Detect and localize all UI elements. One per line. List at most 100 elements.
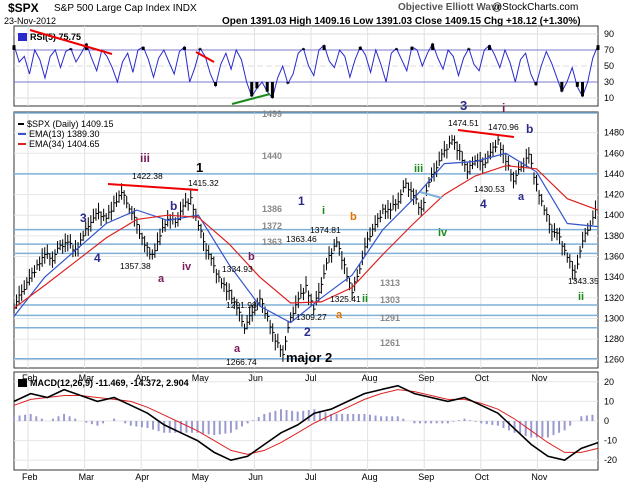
fib-level-label: 1440	[262, 151, 282, 161]
price-y-tick-label: 1260	[604, 355, 624, 365]
x-tick-label-top: Apr	[135, 373, 149, 383]
wave-label: 1	[196, 160, 203, 175]
macd-y-tick-label: -20	[604, 455, 617, 465]
x-tick-label-top: May	[192, 373, 210, 383]
x-tick-label-bottom: Nov	[531, 472, 548, 482]
rsi-y-tick-label: 70	[604, 45, 614, 55]
fib-level-label: 1372	[262, 221, 282, 231]
x-tick-label-top: Oct	[475, 373, 490, 383]
price-label: 1266.74	[226, 357, 257, 367]
x-tick-label-top: Jun	[248, 373, 263, 383]
legend-ema34: EMA(34) 1404.65	[29, 139, 100, 149]
ema34-line	[13, 165, 599, 309]
x-tick-label-top: Aug	[362, 373, 378, 383]
ema13-line	[13, 152, 599, 324]
fib-level-label: 1313	[380, 278, 400, 288]
fib-level-label: 1291	[380, 313, 400, 323]
x-tick-label-bottom: May	[192, 472, 210, 482]
price-y-tick-label: 1460	[604, 148, 624, 158]
price-label: 1430.53	[474, 184, 505, 194]
rsi-y-tick-label: 90	[604, 29, 614, 39]
macd-legend-swatch	[18, 379, 27, 387]
price-label: 1415.32	[188, 178, 219, 188]
rsi-divergence-line	[195, 51, 215, 63]
price-label: 1422.38	[132, 171, 163, 181]
wave-label: 1	[298, 194, 305, 208]
rsi-divergence-line	[231, 93, 271, 105]
macd-y-tick-label: -10	[604, 436, 617, 446]
fib-level-label: 1499	[262, 109, 282, 119]
price-label: 1343.35	[568, 276, 599, 286]
rsi-legend-swatch	[18, 33, 27, 41]
x-tick-label-top: Feb	[22, 373, 38, 383]
macd-title: MACD(12,26,9) -11.469, -14.372, 2.904	[30, 378, 189, 388]
price-y-tick-label: 1340	[604, 272, 624, 282]
trend-line-red	[107, 183, 199, 191]
price-y-tick-label: 1420	[604, 190, 624, 200]
rsi-y-tick-label: 10	[604, 93, 614, 103]
trend-line-blue	[419, 191, 443, 199]
wave-label: i	[502, 101, 505, 115]
rsi-y-tick-label: 50	[604, 61, 614, 71]
chart-description: S&P 500 Large Cap Index INDX	[54, 3, 197, 14]
wave-label: a	[158, 273, 165, 285]
fib-level-label: 1363	[262, 237, 282, 247]
x-tick-label-bottom: Jun	[248, 472, 263, 482]
wave-label: a	[518, 191, 525, 203]
x-tick-label-bottom: Feb	[22, 472, 38, 482]
trend-line-red	[457, 129, 515, 138]
price-label: 1334.93	[222, 264, 253, 274]
x-tick-label-top: Sep	[418, 373, 434, 383]
x-tick-label-top: Nov	[531, 373, 548, 383]
fib-level-label: 1303	[380, 295, 400, 305]
price-y-tick-label: 1400	[604, 210, 624, 220]
wave-label: 2	[304, 325, 311, 339]
macd-y-tick-label: 10	[604, 396, 614, 406]
fib-level-label: 1261	[380, 338, 400, 348]
price-label: 1363.46	[286, 234, 317, 244]
brand-title: Objective Elliott Wave	[398, 2, 503, 13]
wave-label: 3	[460, 98, 467, 113]
price-y-tick-label: 1320	[604, 293, 624, 303]
wave-label: major 2	[286, 350, 332, 365]
price-y-tick-label: 1380	[604, 231, 624, 241]
rsi-line	[13, 42, 599, 100]
ohlc-readout: Open 1391.03 High 1409.16 Low 1391.03 Cl…	[222, 16, 581, 27]
macd-line	[13, 384, 599, 462]
legend-price: $SPX (Daily) 1409.15	[27, 119, 114, 129]
x-tick-label-bottom: Jul	[305, 472, 317, 482]
macd-y-tick-label: 0	[604, 416, 609, 426]
price-y-tick-label: 1280	[604, 334, 624, 344]
wave-label: a	[234, 343, 241, 355]
price-y-tick-label: 1480	[604, 128, 624, 138]
brand-site: @StockCharts.com	[492, 2, 579, 13]
price-label: 1374.81	[310, 225, 341, 235]
wave-label: 4	[480, 197, 487, 211]
chart-symbol: $SPX	[8, 1, 39, 15]
macd-y-tick-label: 20	[604, 377, 614, 387]
wave-label: 4	[94, 251, 101, 265]
macd-signal-line	[13, 389, 599, 455]
price-label: 1325.41	[330, 294, 361, 304]
wave-label: a	[336, 309, 343, 321]
price-label: 1357.38	[120, 261, 151, 271]
wave-label: iv	[438, 227, 448, 239]
wave-label: b	[350, 211, 357, 223]
wave-label: i	[322, 205, 325, 217]
price-label: 1309.27	[296, 312, 327, 322]
x-tick-label-bottom: Apr	[135, 472, 149, 482]
wave-label: ii	[362, 293, 368, 305]
wave-label: b	[526, 122, 533, 136]
wave-label: b	[170, 199, 177, 213]
x-tick-label-top: Mar	[79, 373, 95, 383]
price-y-tick-label: 1360	[604, 252, 624, 262]
x-tick-label-bottom: Aug	[362, 472, 378, 482]
wave-label: ii	[578, 291, 584, 303]
price-y-tick-label: 1440	[604, 169, 624, 179]
wave-label: 3	[80, 211, 87, 225]
wave-label: b	[248, 251, 255, 263]
wave-label: iii	[140, 151, 150, 165]
legend-ema13: EMA(13) 1389.30	[29, 129, 100, 139]
x-tick-label-bottom: Sep	[418, 472, 434, 482]
